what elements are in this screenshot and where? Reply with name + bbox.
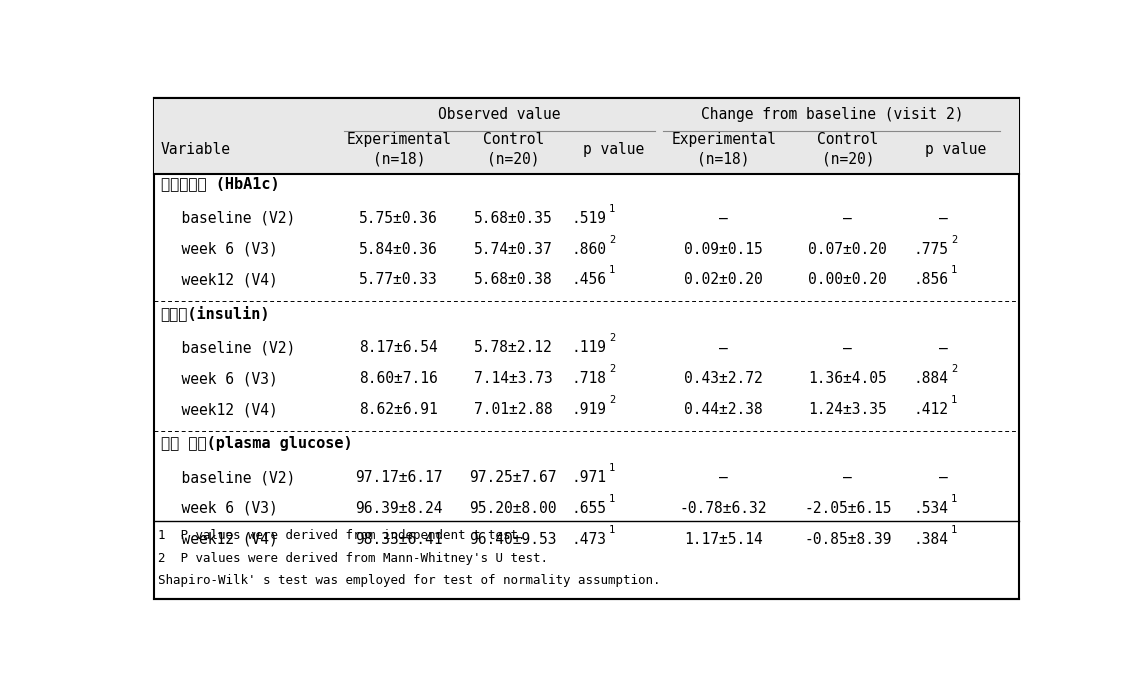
Text: 1.24±3.35: 1.24±3.35 (809, 402, 888, 417)
Text: –: – (939, 210, 948, 226)
Text: Observed value: Observed value (438, 107, 561, 122)
Text: –: – (843, 340, 852, 355)
Text: 0.00±0.20: 0.00±0.20 (809, 273, 888, 288)
Text: 5.84±0.36: 5.84±0.36 (359, 241, 438, 257)
Text: .856: .856 (913, 273, 948, 288)
Text: 1: 1 (610, 204, 615, 214)
Text: –: – (720, 470, 728, 485)
Text: -0.78±6.32: -0.78±6.32 (680, 501, 768, 516)
Text: 2  P values were derived from Mann-Whitney's U test.: 2 P values were derived from Mann-Whitne… (158, 552, 548, 565)
Text: –: – (939, 470, 948, 485)
Text: 5.68±0.35: 5.68±0.35 (474, 210, 553, 226)
Text: 1: 1 (610, 463, 615, 473)
Text: Change from baseline (visit 2): Change from baseline (visit 2) (700, 107, 963, 122)
Text: 1: 1 (951, 494, 958, 504)
Text: 1: 1 (951, 395, 958, 405)
Text: Variable: Variable (160, 141, 231, 157)
Text: 1: 1 (610, 494, 615, 504)
Text: week12 (V4): week12 (V4) (165, 273, 278, 288)
Text: .860: .860 (572, 241, 606, 257)
Text: .412: .412 (913, 402, 948, 417)
Text: 2: 2 (610, 235, 615, 244)
Text: –: – (843, 210, 852, 226)
Text: .384: .384 (913, 532, 948, 546)
Text: 0.07±0.20: 0.07±0.20 (809, 241, 888, 257)
Text: -2.05±6.15: -2.05±6.15 (804, 501, 891, 516)
Text: 5.77±0.33: 5.77±0.33 (359, 273, 438, 288)
Text: 혁증 혁당(plasma glucose): 혁증 혁당(plasma glucose) (160, 435, 352, 451)
Text: p value: p value (583, 141, 644, 157)
Text: week12 (V4): week12 (V4) (165, 532, 278, 546)
Text: week12 (V4): week12 (V4) (165, 402, 278, 417)
Text: .519: .519 (572, 210, 606, 226)
Text: Experimental
(n=18): Experimental (n=18) (672, 132, 777, 166)
Text: 97.17±6.17: 97.17±6.17 (355, 470, 443, 485)
Text: 5.68±0.38: 5.68±0.38 (474, 273, 553, 288)
Text: .971: .971 (572, 470, 606, 485)
Text: 1.36±4.05: 1.36±4.05 (809, 371, 888, 386)
Text: .884: .884 (913, 371, 948, 386)
Text: 5.74±0.37: 5.74±0.37 (474, 241, 553, 257)
Text: –: – (843, 470, 852, 485)
Text: 1: 1 (610, 524, 615, 535)
Text: 5.78±2.12: 5.78±2.12 (474, 340, 553, 355)
Text: baseline (V2): baseline (V2) (165, 210, 295, 226)
Text: baseline (V2): baseline (V2) (165, 470, 295, 485)
Text: -0.85±8.39: -0.85±8.39 (804, 532, 891, 546)
Text: .456: .456 (572, 273, 606, 288)
Text: 0.02±0.20: 0.02±0.20 (684, 273, 763, 288)
Text: .919: .919 (572, 402, 606, 417)
Text: .775: .775 (913, 241, 948, 257)
Text: 96.39±8.24: 96.39±8.24 (355, 501, 443, 516)
Text: 2: 2 (610, 364, 615, 374)
Text: 97.25±7.67: 97.25±7.67 (469, 470, 557, 485)
Text: 0.43±2.72: 0.43±2.72 (684, 371, 763, 386)
Text: Control
(n=20): Control (n=20) (483, 132, 543, 166)
Text: 2: 2 (951, 364, 958, 374)
Text: Experimental
(n=18): Experimental (n=18) (347, 132, 451, 166)
Text: 1: 1 (951, 266, 958, 275)
Text: 2: 2 (951, 235, 958, 244)
Text: 96.40±9.53: 96.40±9.53 (469, 532, 557, 546)
Text: 98.33±6.41: 98.33±6.41 (355, 532, 443, 546)
Text: .655: .655 (572, 501, 606, 516)
Text: 인싸린(insulin): 인싸린(insulin) (160, 306, 270, 322)
Text: week 6 (V3): week 6 (V3) (165, 241, 278, 257)
Text: –: – (720, 340, 728, 355)
Text: –: – (939, 340, 948, 355)
Text: .534: .534 (913, 501, 948, 516)
Text: week 6 (V3): week 6 (V3) (165, 501, 278, 516)
Text: 당화혁색소 (HbA1c): 당화혁색소 (HbA1c) (160, 176, 279, 191)
Text: –: – (720, 210, 728, 226)
Text: 1  P values were derived from independent t test.: 1 P values were derived from independent… (158, 529, 525, 542)
Text: 1.17±5.14: 1.17±5.14 (684, 532, 763, 546)
Text: 95.20±8.00: 95.20±8.00 (469, 501, 557, 516)
Text: 2: 2 (610, 395, 615, 405)
Text: 8.62±6.91: 8.62±6.91 (359, 402, 438, 417)
Text: 8.17±6.54: 8.17±6.54 (359, 340, 438, 355)
Text: 1: 1 (610, 266, 615, 275)
Text: Control
(n=20): Control (n=20) (817, 132, 879, 166)
Text: p value: p value (925, 141, 986, 157)
Text: 1: 1 (951, 524, 958, 535)
Text: 0.44±2.38: 0.44±2.38 (684, 402, 763, 417)
Text: 7.14±3.73: 7.14±3.73 (474, 371, 553, 386)
Text: week 6 (V3): week 6 (V3) (165, 371, 278, 386)
Text: .718: .718 (572, 371, 606, 386)
Text: 8.60±7.16: 8.60±7.16 (359, 371, 438, 386)
Text: Shapiro-Wilk' s test was employed for test of normality assumption.: Shapiro-Wilk' s test was employed for te… (158, 574, 660, 587)
Text: 0.09±0.15: 0.09±0.15 (684, 241, 763, 257)
Text: 2: 2 (610, 333, 615, 344)
Text: baseline (V2): baseline (V2) (165, 340, 295, 355)
Text: 7.01±2.88: 7.01±2.88 (474, 402, 553, 417)
Bar (153, 98, 1019, 174)
Text: .473: .473 (572, 532, 606, 546)
Text: .119: .119 (572, 340, 606, 355)
Text: 5.75±0.36: 5.75±0.36 (359, 210, 438, 226)
